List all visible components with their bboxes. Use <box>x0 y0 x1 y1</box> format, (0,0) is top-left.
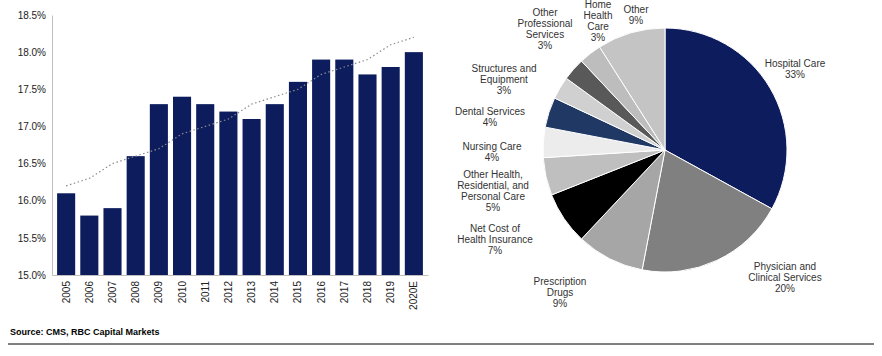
tick: 15.0% <box>18 270 52 281</box>
slice-value: 33% <box>785 69 805 80</box>
bar <box>358 74 376 275</box>
tick-label: 2011 <box>200 281 211 303</box>
tick-label: 2013 <box>246 281 257 304</box>
tick-label: 2007 <box>107 281 118 304</box>
slice-value: 3% <box>591 32 606 43</box>
canvas: 15.0% 15.5% 16.0% 16.5% 17.0% 17.5% 18.0% 18.5%… <box>0 0 882 356</box>
tick: 16.0% <box>18 195 52 206</box>
tick: 18.0% <box>18 47 52 58</box>
pie-slice <box>600 28 665 150</box>
slice-value: 7% <box>488 245 503 256</box>
y-axis: 15.0% 15.5% 16.0% 16.5% 17.0% 17.5% 18.0% 18.5% <box>18 10 53 281</box>
tick: 18.5% <box>18 10 52 21</box>
bar-chart: 15.0% 15.5% 16.0% 16.5% 17.0% 17.5% 18.0% 18.5%… <box>18 10 429 310</box>
bar <box>127 156 145 275</box>
axis-line <box>52 16 53 276</box>
tick: 15.5% <box>18 233 52 244</box>
slice-value: 9% <box>629 15 644 26</box>
slice-label: HomeHealthCare <box>584 0 613 32</box>
bar <box>80 216 98 275</box>
bar <box>57 193 75 275</box>
tick: 2020E <box>408 275 419 310</box>
bar <box>266 104 284 275</box>
slice-label: Structures andEquipment <box>471 63 536 85</box>
tick-label: 2014 <box>269 281 280 304</box>
slice-label: PrescriptionDrugs <box>534 276 587 298</box>
tick-label: 15.5% <box>18 233 46 244</box>
tick-label: 2020E <box>408 281 419 310</box>
tick: 2006 <box>84 275 95 303</box>
tick: 16.5% <box>18 158 52 169</box>
tick-label: 2012 <box>223 281 234 304</box>
x-axis: 2005 2006 2007 2008 2009 2010 2011 2012 2013 2014… <box>53 275 429 310</box>
bar <box>405 52 423 275</box>
slice-label: Dental Services <box>455 106 525 117</box>
bar <box>103 208 121 275</box>
tick-label: 17.0% <box>18 121 46 132</box>
tick: 2019 <box>385 275 396 303</box>
tick-label: 2010 <box>177 281 188 304</box>
axis-line <box>53 275 429 276</box>
tick-label: 16.0% <box>18 195 46 206</box>
tick-label: 2008 <box>130 281 141 304</box>
tick: 2010 <box>177 275 188 303</box>
tick: 17.0% <box>18 121 52 132</box>
tick: 2005 <box>61 275 72 303</box>
plot-marks <box>57 37 423 275</box>
slice-label: Nursing Care <box>463 141 522 152</box>
rule <box>8 344 874 345</box>
tick-label: 2018 <box>362 281 373 304</box>
bar <box>289 82 307 275</box>
slice-value: 3% <box>497 85 512 96</box>
tick-label: 18.0% <box>18 47 46 58</box>
slice-value: 3% <box>538 40 553 51</box>
tick-label: 2005 <box>61 281 72 304</box>
tick: 2009 <box>153 275 164 303</box>
tick-label: 2016 <box>316 281 327 304</box>
tick-label: 15.0% <box>18 270 46 281</box>
tick: 2018 <box>362 275 373 303</box>
tick: 2014 <box>269 275 280 303</box>
tick: 2016 <box>316 275 327 303</box>
bar <box>312 60 330 275</box>
bar <box>219 112 237 275</box>
bar <box>173 97 191 275</box>
slice-label: Hospital Care <box>765 58 826 69</box>
pie-labels: Hospital Care33% Physician andClinical Se… <box>455 0 826 309</box>
bar <box>335 60 353 275</box>
slice-value: 20% <box>775 283 795 294</box>
slice-label: Net Cost ofHealth Insurance <box>457 223 533 245</box>
bar <box>150 104 168 275</box>
slice-value: 5% <box>486 202 501 213</box>
slice-label: Physician andClinical Services <box>748 261 821 283</box>
tick: 2015 <box>292 275 303 303</box>
tick: 2008 <box>130 275 141 303</box>
tick-label: 2019 <box>385 281 396 304</box>
tick-label: 17.5% <box>18 84 46 95</box>
tick-label: 16.5% <box>18 158 46 169</box>
bar <box>196 104 214 275</box>
tick: 2007 <box>107 275 118 303</box>
slice-value: 9% <box>553 298 568 309</box>
tick: 2011 <box>200 275 211 303</box>
tick-label: 2006 <box>84 281 95 304</box>
slice-value: 4% <box>485 152 500 163</box>
tick: 2017 <box>339 275 350 303</box>
tick: 2013 <box>246 275 257 303</box>
tick-label: 18.5% <box>18 10 46 21</box>
bar <box>382 67 400 275</box>
slice-value: 4% <box>483 117 498 128</box>
tick: 17.5% <box>18 84 52 95</box>
tick-label: 2009 <box>153 281 164 304</box>
bar <box>243 119 261 275</box>
slice-label: Other Health,Residential, andPersonal Ca… <box>457 169 529 202</box>
slice-label: OtherProfessionalServices <box>517 7 572 40</box>
tick-label: 2015 <box>292 281 303 304</box>
slice-label: Other <box>623 4 649 15</box>
trend-line <box>66 37 414 186</box>
source: Source: CMS, RBC Capital Markets <box>10 327 160 337</box>
pie-chart <box>543 28 787 272</box>
tick: 2012 <box>223 275 234 303</box>
tick-label: 2017 <box>339 281 350 304</box>
